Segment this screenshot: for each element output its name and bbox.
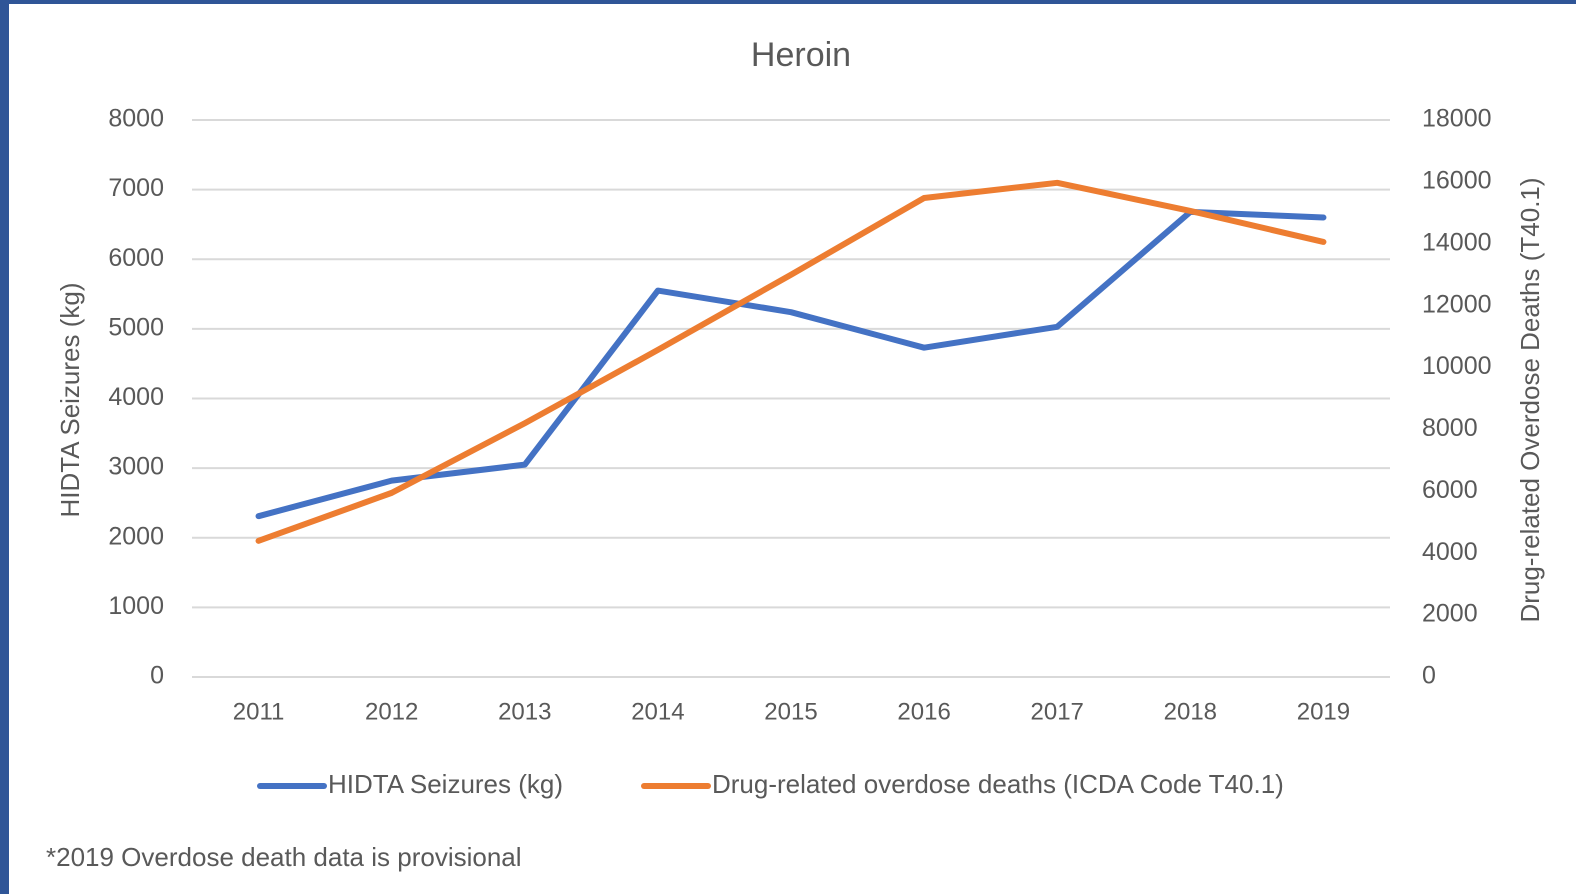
y2-tick-label: 4000 [1422,538,1478,566]
y-tick-label: 3000 [108,453,164,481]
x-tick-label: 2014 [631,698,684,725]
y-tick-label: 5000 [108,313,164,341]
x-tick-label: 2018 [1164,698,1217,725]
y-tick-label: 2000 [108,522,164,550]
y-tick-label: 6000 [108,244,164,272]
x-tick-label: 2011 [233,698,285,725]
x-tick-label: 2019 [1297,698,1350,725]
x-tick-label: 2017 [1031,698,1084,725]
legend-label: Drug-related overdose deaths (ICDA Code … [712,769,1284,799]
footnote: *2019 Overdose death data is provisional [46,842,522,872]
y2-tick-label: 14000 [1422,228,1492,256]
y2-tick-label: 10000 [1422,352,1492,380]
x-tick-label: 2012 [365,698,418,725]
y-tick-label: 4000 [108,383,164,411]
y2-axis-label: Drug-related Overdose Deaths (T40.1) [1515,177,1545,622]
x-tick-label: 2013 [498,698,551,725]
y-tick-label: 7000 [108,174,164,202]
y-tick-label: 1000 [108,592,164,620]
y2-tick-label: 16000 [1422,166,1492,194]
x-tick-label: 2015 [764,698,817,725]
line-series [255,179,1327,544]
y-tick-label: 0 [150,662,164,690]
y2-tick-label: 12000 [1422,290,1492,318]
y2-tick-label: 0 [1422,662,1436,690]
y2-tick-label: 8000 [1422,414,1478,442]
x-tick-label: 2016 [897,698,950,725]
chart-title: Heroin [751,36,851,74]
line-series [255,208,1327,520]
y2-tick-label: 18000 [1422,105,1492,133]
y-tick-label: 8000 [108,105,164,133]
legend-label: HIDTA Seizures (kg) [328,769,563,799]
y-axis-label: HIDTA Seizures (kg) [55,282,85,517]
y2-tick-label: 2000 [1422,600,1478,628]
y2-tick-label: 6000 [1422,476,1478,504]
